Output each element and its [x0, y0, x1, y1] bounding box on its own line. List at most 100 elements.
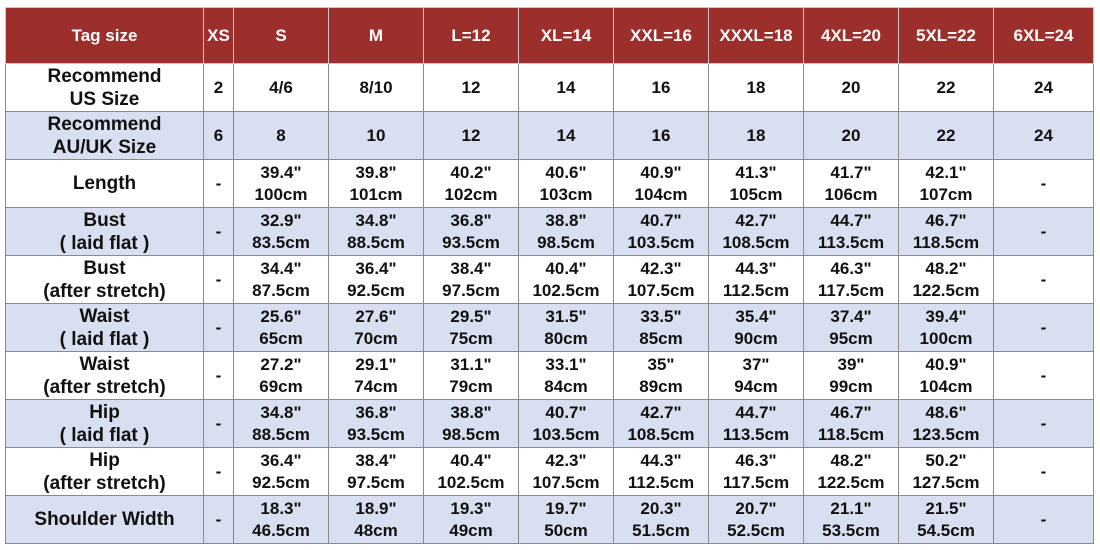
- cell-value: 100cm: [919, 328, 973, 348]
- table-cell: 46.7" 118.5cm: [898, 207, 994, 256]
- cell-value: 46.5cm: [252, 520, 310, 540]
- cell-value: 20.3": [640, 498, 682, 518]
- cell-value: 95cm: [829, 328, 873, 348]
- cell-value: 49cm: [449, 520, 493, 540]
- table-cell: 22: [898, 111, 994, 160]
- table-cell: 48.2" 122.5cm: [803, 447, 899, 496]
- table-cell: 19.3" 49cm: [423, 495, 519, 544]
- cell-value: -: [215, 365, 222, 385]
- table-cell: 44.3" 112.5cm: [613, 447, 709, 496]
- table-cell: 33.5" 85cm: [613, 303, 709, 352]
- cell-value: 98.5cm: [442, 424, 500, 444]
- table-cell: 34.8" 88.5cm: [233, 399, 329, 448]
- cell-value: 94cm: [734, 376, 778, 396]
- table-cell: 8: [233, 111, 329, 160]
- table-cell: 27.2" 69cm: [233, 351, 329, 400]
- table-cell: 42.7" 108.5cm: [708, 207, 804, 256]
- cell-value: 32.9": [260, 210, 302, 230]
- row-label-line: (after stretch): [43, 376, 166, 398]
- table-cell: 14: [518, 111, 614, 160]
- table-cell: 20: [803, 111, 899, 160]
- cell-value: 40.4": [545, 258, 587, 278]
- cell-value: 36.8": [355, 402, 397, 422]
- cell-value: 98.5cm: [537, 232, 595, 252]
- cell-value: 35": [647, 354, 675, 374]
- cell-value: -: [215, 173, 222, 193]
- cell-value: 46.7": [925, 210, 967, 230]
- cell-value: 48.2": [830, 450, 872, 470]
- cell-value: 85cm: [639, 328, 683, 348]
- cell-value: 52.5cm: [727, 520, 785, 540]
- cell-value: -: [1040, 365, 1047, 385]
- row-label-line: ( laid flat ): [59, 424, 150, 446]
- cell-value: 75cm: [449, 328, 493, 348]
- cell-value: 34.4": [260, 258, 302, 278]
- table-cell: 8/10: [328, 63, 424, 112]
- table-cell: 19.7" 50cm: [518, 495, 614, 544]
- cell-value: 6: [213, 125, 224, 145]
- table-cell: -: [203, 207, 234, 256]
- cell-value: 48cm: [354, 520, 398, 540]
- row-label-line: Hip: [89, 449, 120, 471]
- cell-value: 123.5cm: [912, 424, 980, 444]
- table-cell: 14: [518, 63, 614, 112]
- cell-value: -: [1040, 509, 1047, 529]
- cell-value: 41.7": [830, 162, 872, 182]
- table-cell: 40.4" 102.5cm: [518, 255, 614, 304]
- table-cell: 21.5" 54.5cm: [898, 495, 994, 544]
- cell-value: 53.5cm: [822, 520, 880, 540]
- header-size-xxxl: XXXL=18: [708, 7, 804, 64]
- cell-value: 84cm: [544, 376, 588, 396]
- cell-value: 34.8": [355, 210, 397, 230]
- header-size-4xl: 4XL=20: [803, 7, 899, 64]
- cell-value: 48.6": [925, 402, 967, 422]
- size-chart-table: Tag size XS S M L=12 XL=14 XXL=16 XXXL=1…: [5, 7, 1094, 544]
- cell-value: 25.6": [260, 306, 302, 326]
- cell-value: -: [215, 317, 222, 337]
- table-row: Bust (after stretch) -34.4" 87.5cm 36.4" 92.5…: [5, 255, 1094, 304]
- cell-value: 40.2": [450, 162, 492, 182]
- cell-value: 107.5cm: [532, 472, 600, 492]
- row-label-line: Hip: [89, 401, 120, 423]
- table-cell: 4/6: [233, 63, 329, 112]
- header-size-m: M: [328, 7, 424, 64]
- cell-value: 108.5cm: [627, 424, 695, 444]
- table-cell: 18: [708, 63, 804, 112]
- table-cell: 16: [613, 111, 709, 160]
- cell-value: 24: [1034, 125, 1053, 145]
- table-cell: 35" 89cm: [613, 351, 709, 400]
- table-row: Waist( laid flat ) -25.6" 65cm 27.6" 70cm 29.…: [5, 303, 1094, 352]
- row-label: Shoulder Width: [5, 495, 204, 544]
- cell-value: 20.7": [735, 498, 777, 518]
- row-label-line: Waist: [79, 305, 130, 327]
- header-size-6xl: 6XL=24: [993, 7, 1094, 64]
- table-cell: 37.4" 95cm: [803, 303, 899, 352]
- table-cell: 40.9" 104cm: [898, 351, 994, 400]
- table-cell: 40.7" 103.5cm: [518, 399, 614, 448]
- cell-value: -: [215, 413, 222, 433]
- cell-value: 122.5cm: [817, 472, 885, 492]
- cell-value: 127.5cm: [912, 472, 980, 492]
- table-cell: 36.4" 92.5cm: [233, 447, 329, 496]
- cell-value: -: [215, 221, 222, 241]
- cell-value: 34.8": [260, 402, 302, 422]
- cell-value: 39.4": [260, 162, 302, 182]
- table-cell: 41.3" 105cm: [708, 159, 804, 208]
- cell-value: 106cm: [824, 184, 878, 204]
- cell-value: 93.5cm: [442, 232, 500, 252]
- cell-value: 12: [461, 77, 481, 97]
- table-cell: 10: [328, 111, 424, 160]
- cell-value: 31.1": [450, 354, 492, 374]
- cell-value: 21.1": [830, 498, 872, 518]
- cell-value: 33.1": [545, 354, 587, 374]
- cell-value: 112.5cm: [627, 472, 695, 492]
- cell-value: 42.7": [735, 210, 777, 230]
- row-label-line: US Size: [69, 88, 140, 110]
- header-size-s: S: [233, 7, 329, 64]
- cell-value: 105cm: [729, 184, 783, 204]
- table-cell: 42.3" 107.5cm: [613, 255, 709, 304]
- table-cell: 40.6" 103cm: [518, 159, 614, 208]
- cell-value: 40.7": [545, 402, 587, 422]
- table-cell: 32.9" 83.5cm: [233, 207, 329, 256]
- cell-value: 39": [837, 354, 865, 374]
